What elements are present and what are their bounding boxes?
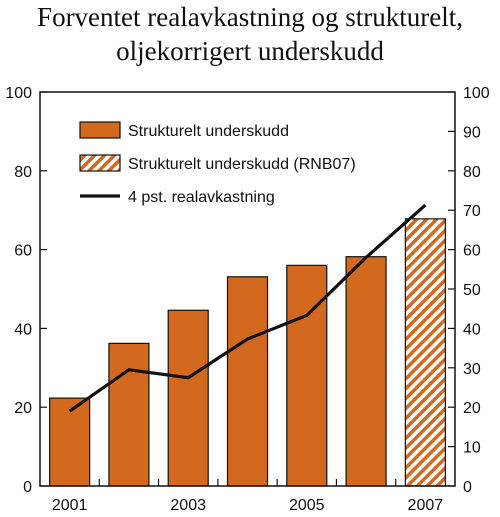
y-right-tick-label: 60 [463,243,481,260]
chart-title-line-2: oljekorrigert underskudd [116,36,384,66]
y-right-tick-label: 50 [463,282,481,299]
y-left-tick-label: 80 [14,164,32,181]
x-tick-label-2001: 2001 [52,497,88,514]
bar-2001 [49,397,91,487]
y-right-tick-label: 20 [463,400,481,417]
y-right-tick-label: 70 [463,203,481,220]
y-right-tick-label: 30 [463,361,481,378]
bar-2004 [226,276,269,487]
bar-2005 [286,264,328,487]
y-left-tick-label: 60 [14,243,32,260]
x-tick-label-2005: 2005 [289,497,325,514]
y-right-tick-label: 80 [463,164,481,181]
legend-swatch-0 [79,121,121,139]
y-right-tick-label: 10 [463,440,481,457]
x-tick-label-2007: 2007 [408,497,444,514]
chart-title: Forventet realavkastning og strukturelt,… [0,0,500,68]
y-left-tick-label: 20 [14,400,32,417]
bar-2007 [404,218,446,487]
chart-title-line-1: Forventet realavkastning og strukturelt, [37,2,463,32]
legend-swatch-1 [79,154,121,172]
legend-label-1: Strukturelt underskudd (RNB07) [128,156,356,173]
x-tick-label-2003: 2003 [170,497,206,514]
y-right-tick-label: 90 [463,124,481,141]
y-right-tick-label: 0 [463,479,472,496]
y-left-tick-label: 40 [14,321,32,338]
legend-label-2: 4 pst. realavkastning [128,189,275,206]
bar-2002 [108,342,150,487]
bars-layer [49,218,446,487]
bar-2003 [167,309,209,487]
legend-label-0: Strukturelt underskudd [128,123,289,140]
legend: Strukturelt underskudd Strukturelt unders… [79,121,356,206]
line-layer [68,203,427,413]
axes-layer: 0 20 40 60 80 100 0 10 20 30 40 50 60 70 80 90 100 2001 20… [5,85,490,514]
y-left-tick-label: 0 [23,479,32,496]
y-right-tick-label: 40 [463,321,481,338]
y-right-tick-label: 100 [463,85,490,102]
y-left-tick-label: 100 [5,85,32,102]
bar-2006 [345,256,387,487]
